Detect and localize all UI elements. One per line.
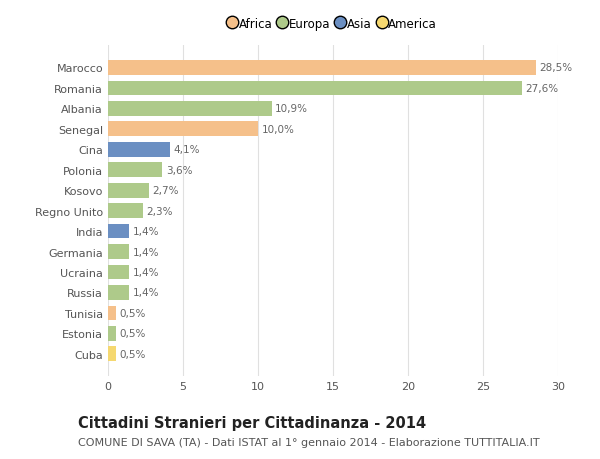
Bar	[108, 61, 536, 76]
Bar	[108, 163, 162, 178]
Bar	[108, 184, 149, 198]
Text: 10,0%: 10,0%	[262, 124, 295, 134]
Legend: Africa, Europa, Asia, America: Africa, Europa, Asia, America	[227, 16, 439, 33]
Text: 10,9%: 10,9%	[275, 104, 308, 114]
Bar	[108, 285, 129, 300]
Bar	[108, 204, 143, 218]
Text: 28,5%: 28,5%	[539, 63, 572, 73]
Text: 27,6%: 27,6%	[526, 84, 559, 94]
Bar	[108, 326, 115, 341]
Text: 1,4%: 1,4%	[133, 247, 159, 257]
Text: 2,3%: 2,3%	[146, 206, 173, 216]
Bar	[108, 102, 271, 117]
Text: 3,6%: 3,6%	[166, 165, 192, 175]
Bar	[108, 347, 115, 361]
Text: 1,4%: 1,4%	[133, 268, 159, 277]
Text: 0,5%: 0,5%	[119, 349, 146, 359]
Text: 0,5%: 0,5%	[119, 308, 146, 318]
Bar	[108, 81, 522, 96]
Bar	[108, 143, 170, 157]
Text: 2,7%: 2,7%	[152, 186, 179, 196]
Text: 1,4%: 1,4%	[133, 288, 159, 298]
Bar	[108, 245, 129, 259]
Text: 0,5%: 0,5%	[119, 329, 146, 339]
Text: Cittadini Stranieri per Cittadinanza - 2014: Cittadini Stranieri per Cittadinanza - 2…	[78, 415, 426, 431]
Text: 1,4%: 1,4%	[133, 227, 159, 236]
Bar	[108, 306, 115, 320]
Bar	[108, 265, 129, 280]
Text: COMUNE DI SAVA (TA) - Dati ISTAT al 1° gennaio 2014 - Elaborazione TUTTITALIA.IT: COMUNE DI SAVA (TA) - Dati ISTAT al 1° g…	[78, 437, 539, 447]
Bar	[108, 122, 258, 137]
Bar	[108, 224, 129, 239]
Text: 4,1%: 4,1%	[173, 145, 200, 155]
